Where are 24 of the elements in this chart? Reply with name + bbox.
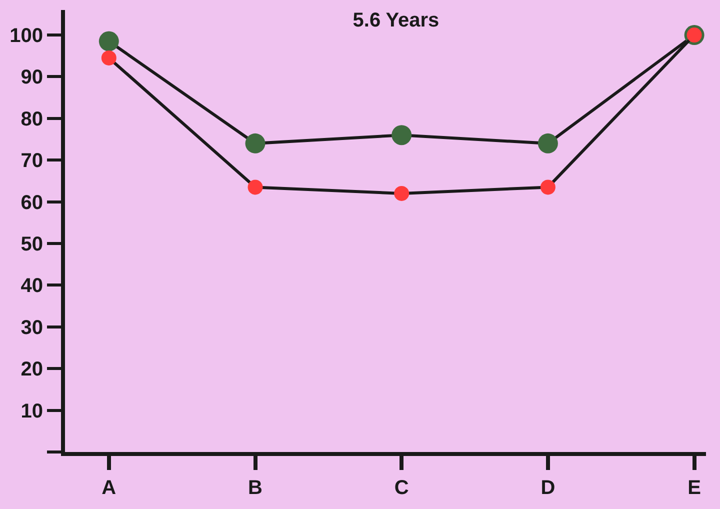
point	[394, 186, 410, 201]
y-tick-label: 30	[20, 316, 43, 339]
point	[392, 125, 412, 146]
point	[248, 180, 263, 195]
point	[98, 31, 119, 52]
y-tick-label: 10	[20, 400, 43, 422]
point	[540, 180, 556, 195]
y-tick-label: 40	[20, 275, 43, 298]
x-tick-label: B	[248, 477, 262, 499]
y-tick-label: 80	[20, 108, 43, 130]
x-tick-label: C	[394, 477, 409, 499]
x-tick-label: E	[688, 477, 701, 499]
x-tick-label: D	[540, 477, 556, 499]
y-tick-label: 20	[20, 358, 43, 381]
y-tick-label: 100	[10, 25, 43, 48]
x-tick-label: A	[102, 477, 116, 499]
y-tick-label: 60	[20, 192, 43, 214]
point	[245, 133, 266, 154]
y-tick-label: 90	[20, 66, 43, 89]
y-tick-label: 70	[20, 150, 43, 172]
point	[538, 133, 558, 154]
point	[101, 50, 116, 66]
y-tick-label: 50	[20, 234, 43, 256]
chart-title: 5.6 Years	[352, 10, 440, 32]
